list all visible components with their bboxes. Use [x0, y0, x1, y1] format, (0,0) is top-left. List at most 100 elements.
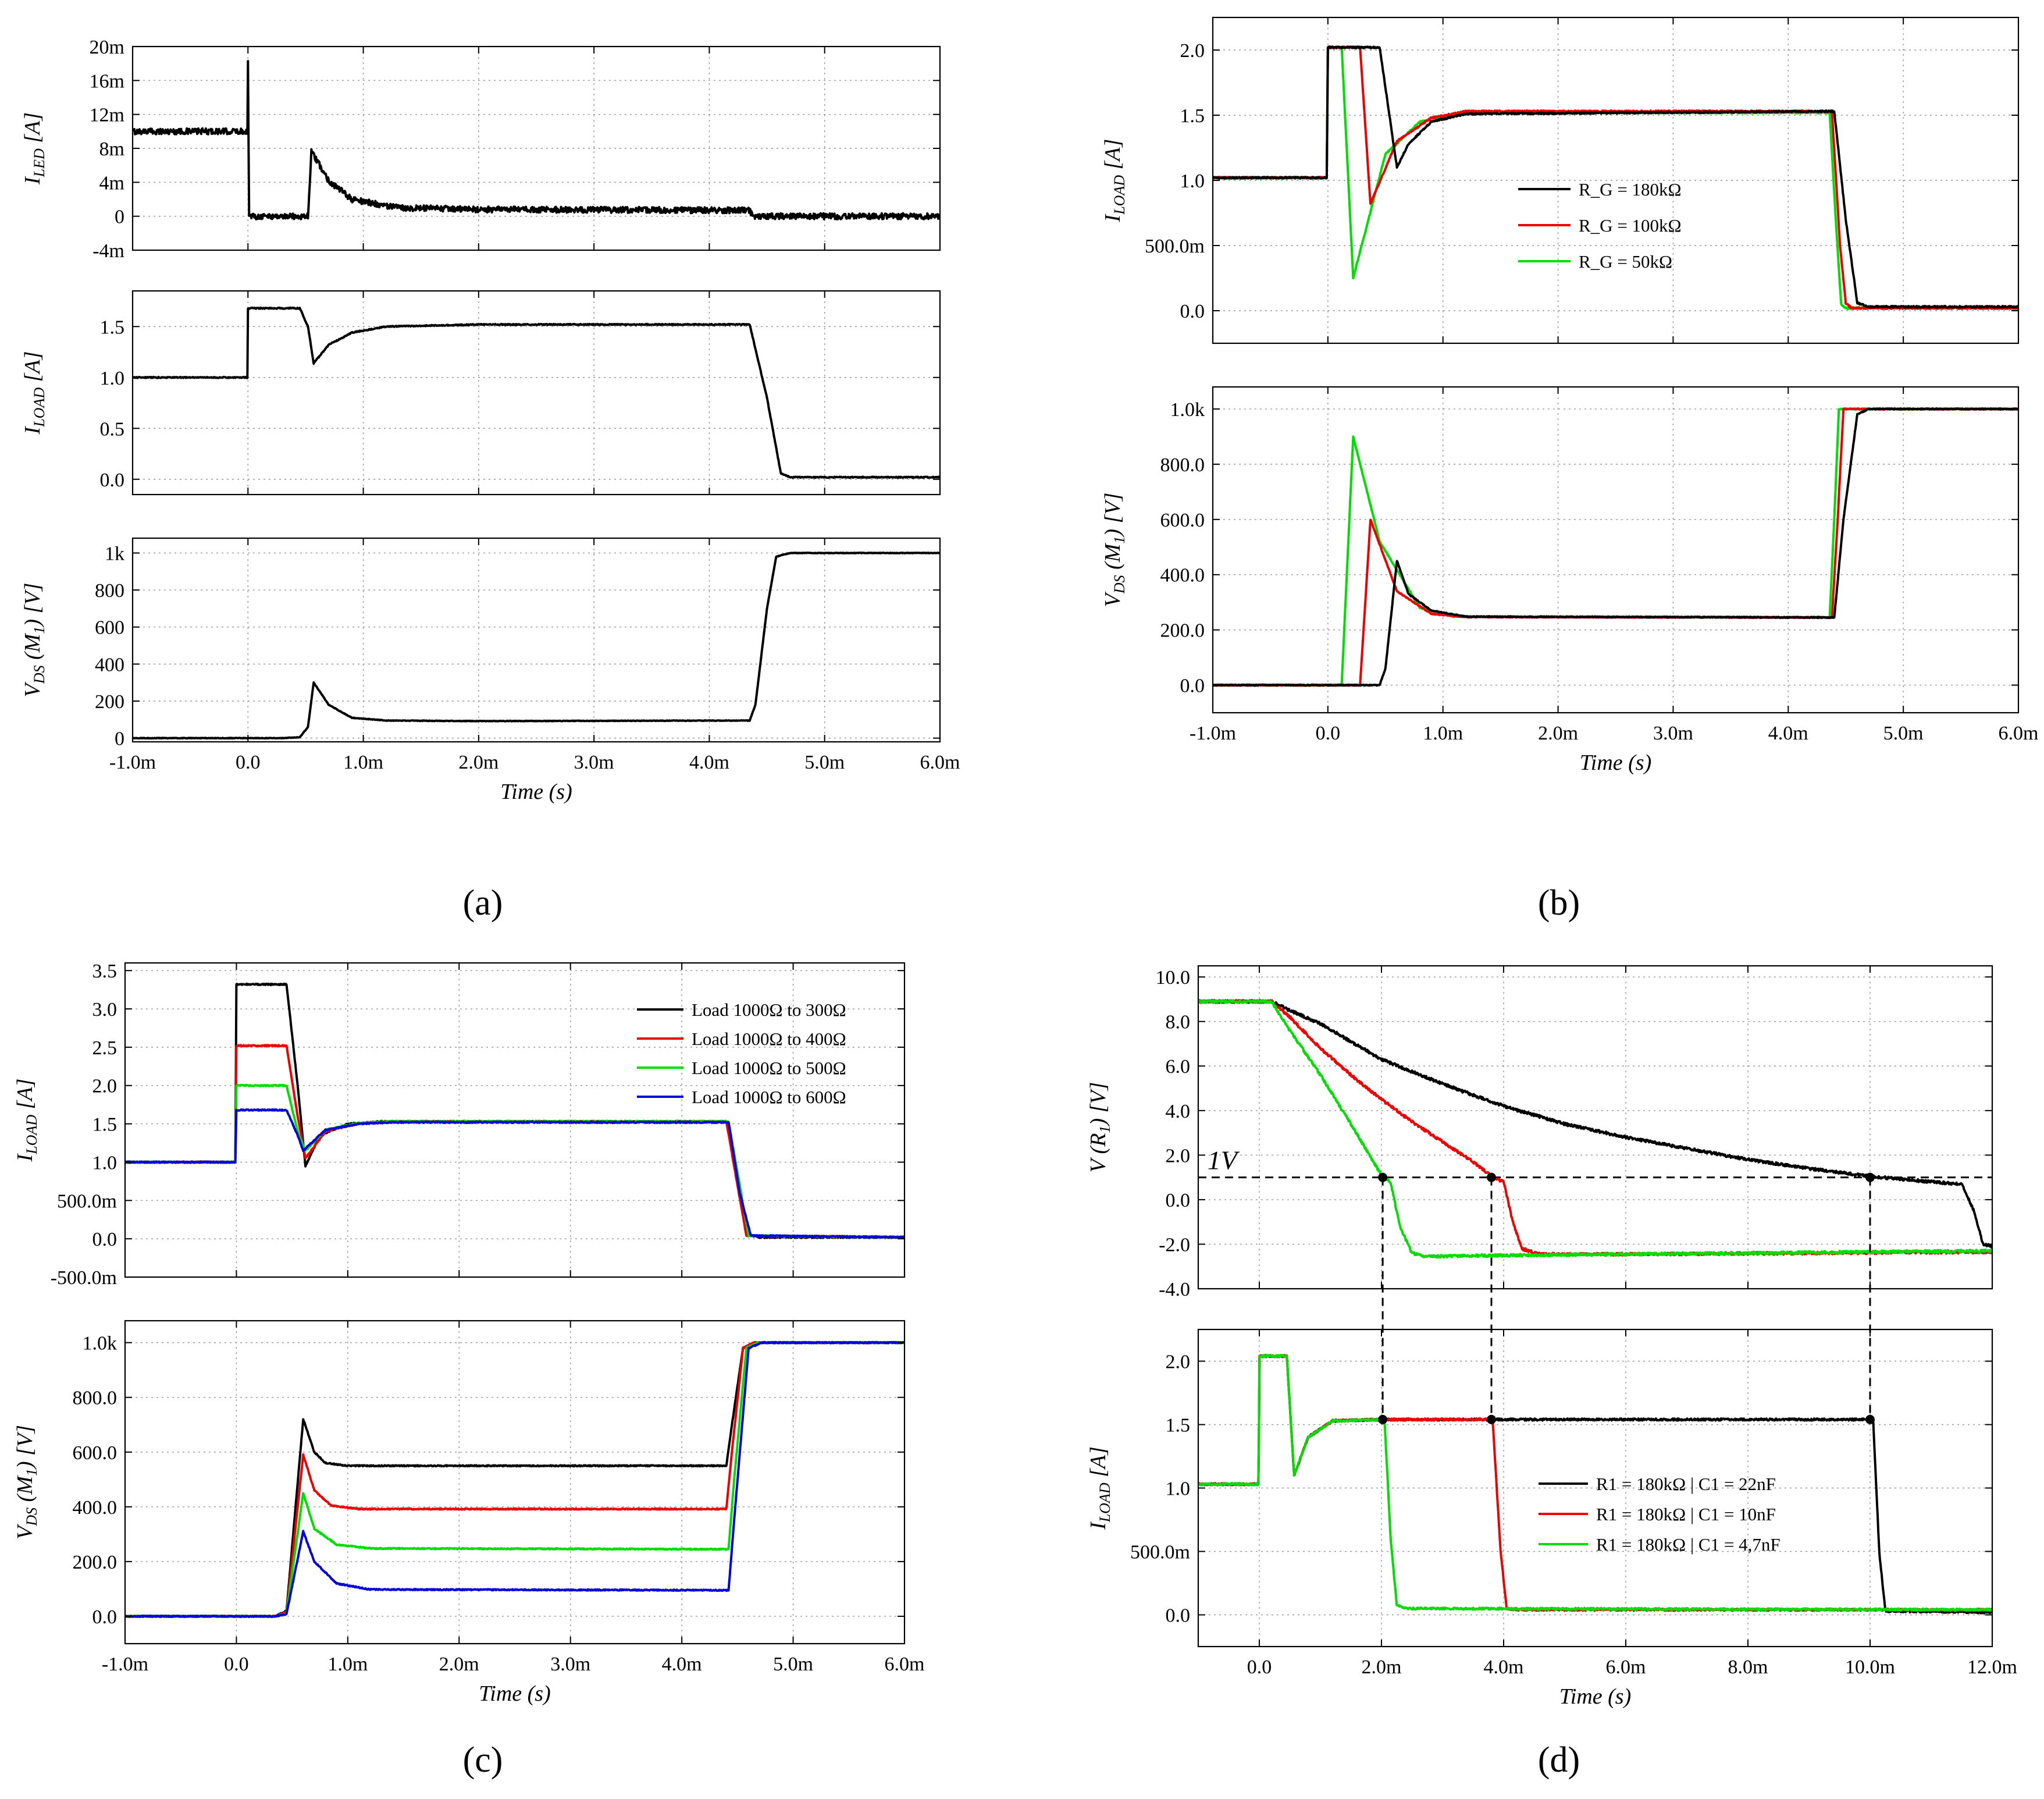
y-tick-label: 4m [99, 172, 124, 194]
series-line [1198, 1354, 1992, 1615]
x-axis-label: Time (s) [500, 780, 572, 804]
series-line [1198, 1354, 1992, 1612]
series-line [133, 306, 940, 479]
series-line [125, 1341, 905, 1618]
x-tick-label: 2.0m [1538, 723, 1578, 744]
plot-frame [1212, 386, 2020, 714]
series-line [125, 1341, 905, 1618]
series-line [1198, 999, 1992, 1257]
y-tick-label: 400 [95, 654, 124, 675]
x-axis-label: Time (s) [479, 1681, 551, 1706]
y-tick-label: 8m [99, 138, 124, 160]
y-tick-label: 2.0 [1180, 40, 1205, 62]
legend-entry: R_G = 50kΩ [1579, 251, 1672, 272]
series-line [1198, 999, 1992, 1249]
series-line [133, 552, 940, 740]
x-tick-label: 0.0 [1316, 723, 1341, 744]
y-tick-label: 10.0 [1156, 967, 1191, 989]
x-tick-label: 3.0m [1653, 723, 1693, 744]
y-axis-label: VDS (M1) [V] [1101, 493, 1128, 607]
series-line [125, 1341, 905, 1618]
y-tick-label: 1.0 [1180, 170, 1205, 192]
legend: R1 = 180kΩ | C1 = 22nF R1 = 180kΩ | C1 = … [1539, 1474, 1781, 1555]
y-axis-label: ILOAD [A] [1086, 1446, 1113, 1530]
x-tick-label: 1.0m [343, 752, 383, 773]
x-tick-label: 4.0m [1484, 1656, 1524, 1678]
panel-label-a: (a) [463, 883, 503, 923]
chart-d2: 0.0 2.0m 4.0m 6.0m 8.0m 10.0m 12.0m 0.0 500.0m 1.… [1086, 1328, 2017, 1709]
y-tick-label: 2.0 [1166, 1145, 1191, 1167]
x-tick-label: 6.0m [920, 752, 960, 773]
y-tick-label: 6.0 [1166, 1056, 1191, 1078]
y-tick-label: 8.0 [1166, 1012, 1191, 1033]
legend: Load 1000Ω to 300Ω Load 1000Ω to 400Ω Load… [637, 1000, 846, 1107]
y-tick-label: -4m [92, 240, 124, 262]
chart-d1: 1V -4.0 -2.0 0.0 2.0 4.0 6.0 8.0 10.0 V (R1) [V] [1086, 965, 1993, 1300]
series-line [1198, 999, 1992, 1259]
series-line [1213, 45, 2018, 309]
series-line [125, 1108, 905, 1239]
series-line [1213, 407, 2018, 687]
y-tick-label: 3.0 [92, 999, 117, 1021]
y-tick-label: 0.0 [92, 1229, 117, 1250]
y-tick-label: 800.0 [73, 1388, 117, 1409]
y-tick-label: 600.0 [1160, 510, 1205, 531]
x-tick-label: 6.0m [1606, 1656, 1646, 1678]
y-tick-label: 16m [90, 70, 124, 92]
y-tick-label: 0.0 [100, 470, 125, 491]
y-tick-label: 3.5 [92, 961, 117, 982]
y-tick-label: 0.0 [1180, 301, 1205, 322]
x-tick-label: 4.0m [662, 1654, 702, 1675]
x-tick-label: 5.0m [1883, 723, 1924, 744]
y-axis-label: VDS (M1) [V] [20, 583, 48, 698]
x-tick-label: 0.0 [1247, 1656, 1272, 1678]
y-tick-label: 500.0m [57, 1190, 117, 1212]
plot-frame [124, 962, 906, 1278]
y-tick-label: 1.5 [1180, 105, 1205, 127]
x-tick-label: 5.0m [773, 1654, 813, 1675]
y-tick-label: 1.5 [1166, 1415, 1191, 1437]
plot-frame [131, 537, 941, 743]
legend-entry: Load 1000Ω to 500Ω [692, 1058, 846, 1078]
y-tick-label: 200.0 [73, 1552, 117, 1573]
legend-entry: Load 1000Ω to 400Ω [692, 1029, 846, 1049]
series-line [1198, 1354, 1992, 1612]
x-tick-label: 6.0m [1999, 723, 2039, 744]
y-axis-label: ILOAD [A] [1101, 139, 1128, 223]
y-tick-label: 1.0 [100, 368, 125, 389]
series-line [133, 60, 940, 221]
x-tick-label: 8.0m [1728, 1656, 1768, 1678]
chart-c2: -1.0m 0.0 1.0m 2.0m 3.0m 4.0m 5.0m 6.0m 0.0 200.0… [13, 1320, 925, 1706]
y-tick-label: 1.0k [1170, 399, 1205, 421]
chart-b2: -1.0m 0.0 1.0m 2.0m 3.0m 4.0m 5.0m 6.0m 0.0 200.0… [1101, 386, 2039, 775]
threshold-label: 1V [1208, 1146, 1240, 1175]
y-tick-label: 2.5 [92, 1037, 117, 1059]
legend-entry: R_G = 180kΩ [1579, 179, 1682, 200]
x-tick-label: 4.0m [1768, 723, 1808, 744]
x-tick-label: -1.0m [102, 1654, 148, 1675]
y-tick-label: 200 [95, 691, 124, 713]
legend-entry: R1 = 180kΩ | C1 = 10nF [1596, 1504, 1776, 1524]
y-tick-label: 1.0 [1166, 1478, 1191, 1500]
legend-entry: R_G = 100kΩ [1579, 215, 1682, 236]
y-tick-label: -2.0 [1159, 1234, 1190, 1256]
y-tick-label: 600 [95, 617, 124, 639]
y-tick-label: 0 [115, 728, 124, 750]
x-tick-label: 6.0m [885, 1654, 925, 1675]
x-tick-label: 10.0m [1845, 1656, 1895, 1678]
x-axis-label: Time (s) [1580, 751, 1652, 775]
x-tick-label: 2.0m [439, 1654, 479, 1675]
x-tick-label: -1.0m [109, 752, 156, 773]
series-line [125, 1341, 905, 1618]
plot-frame [1197, 965, 1993, 1290]
y-tick-label: 200.0 [1160, 620, 1205, 642]
y-axis-label: V (R1) [V] [1086, 1082, 1113, 1173]
series-line [125, 1083, 905, 1239]
series-line [1213, 407, 2018, 687]
y-tick-label: 0.5 [100, 418, 125, 440]
y-tick-label: 0.0 [1166, 1190, 1191, 1211]
x-tick-label: 12.0m [1967, 1656, 2017, 1678]
y-axis-label: ILED [A] [20, 112, 48, 185]
